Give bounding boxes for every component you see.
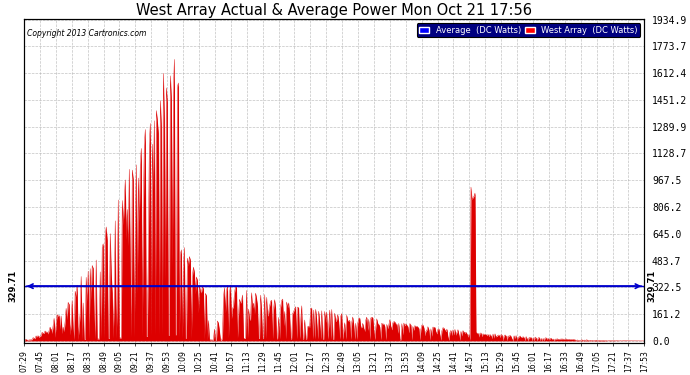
Legend: Average  (DC Watts), West Array  (DC Watts): Average (DC Watts), West Array (DC Watts… [417,23,640,37]
Text: 329.71: 329.71 [647,270,656,302]
Title: West Array Actual & Average Power Mon Oct 21 17:56: West Array Actual & Average Power Mon Oc… [136,3,532,18]
Text: 329.71: 329.71 [9,270,18,302]
Text: Copyright 2013 Cartronics.com: Copyright 2013 Cartronics.com [27,28,146,38]
